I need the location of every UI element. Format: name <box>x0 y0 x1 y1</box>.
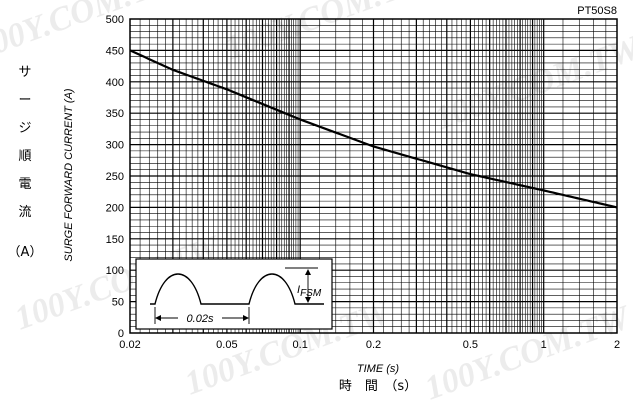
plot-frame <box>129 18 618 334</box>
inset-period-label: 0.02s <box>187 313 214 325</box>
inset-amplitude-arrowhead-bottom <box>305 297 311 303</box>
watermark-text: 100Y.COM.TW <box>0 0 187 68</box>
inset-waveform <box>150 273 324 305</box>
y-tick-label: 50 <box>112 297 124 309</box>
x-axis-label-japanese: 時 間 （s） <box>339 379 417 394</box>
x-axis-label: TIME (s) <box>357 363 399 375</box>
y-tick-label: 150 <box>106 234 124 246</box>
inset-amplitude-sub: FSM <box>300 288 322 299</box>
y-axis-label-jp-char: ー <box>18 93 31 108</box>
y-axis-label-jp-char: 順 <box>18 149 31 164</box>
y-axis-label-jp-char: 電 <box>18 177 31 192</box>
inset-amplitude-arrowhead-top <box>305 269 311 275</box>
y-axis-label-jp-char: 流 <box>18 205 31 220</box>
y-tick-label: 500 <box>106 14 124 26</box>
surge-current-curve <box>129 49 618 209</box>
inset-amplitude-label: IFSM <box>297 284 322 299</box>
y-axis-label-jp-char: ジ <box>18 121 31 136</box>
inset-period-arrowhead-right <box>243 315 249 321</box>
x-tick-label: 2 <box>614 339 620 351</box>
watermark-text: 100Y.COM.TW <box>430 28 633 137</box>
y-axis-label-jp-char: サ <box>18 65 31 80</box>
x-tick-label: 0.02 <box>119 339 140 351</box>
inset-amplitude-main: I <box>297 284 300 296</box>
y-tick-label: 100 <box>106 265 124 277</box>
y-tick-label: 300 <box>106 140 124 152</box>
x-tick-label: 0.1 <box>293 339 308 351</box>
y-tick-label: 450 <box>106 45 124 57</box>
y-axis-label: SURGE FORWARD CURRENT (A) <box>63 88 75 261</box>
inset-box <box>135 258 333 330</box>
x-tick-label: 0.5 <box>463 339 478 351</box>
y-tick-label: 0 <box>118 328 124 340</box>
watermark-text: 100Y.COM.TW <box>220 0 437 68</box>
y-tick-label: 350 <box>106 108 124 120</box>
x-tick-label: 0.05 <box>216 339 237 351</box>
inset-period-arrowhead-left <box>155 315 161 321</box>
waveform-inset: IFSM 0.02s <box>135 258 333 330</box>
x-tick-label: 0.2 <box>366 339 381 351</box>
model-label: PT50S8 <box>577 5 617 17</box>
y-tick-label: 200 <box>106 202 124 214</box>
y-tick-labels: 0 50 100 150 200 250 300 350 400 450 500 <box>106 14 124 340</box>
x-tick-label: 1 <box>541 339 547 351</box>
y-axis-label-jp-char: （A） <box>8 245 43 260</box>
y-tick-label: 400 <box>106 77 124 89</box>
y-tick-label: 250 <box>106 171 124 183</box>
x-tick-labels: 0.02 0.05 0.1 0.2 0.5 1 2 <box>119 339 620 351</box>
